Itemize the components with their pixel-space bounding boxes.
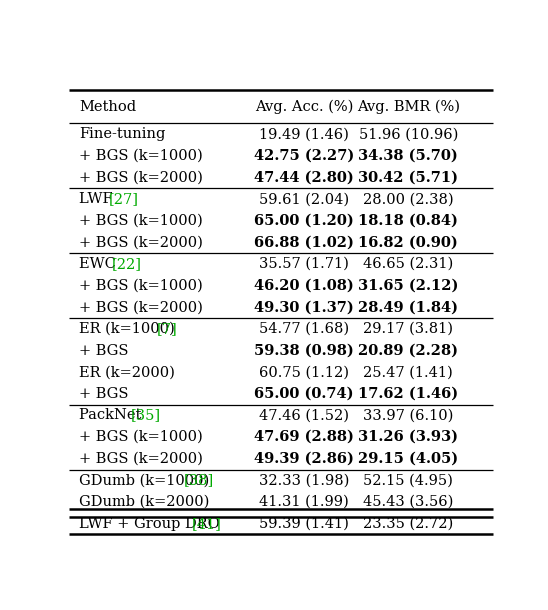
Text: 49.30 (1.37): 49.30 (1.37) bbox=[254, 300, 354, 314]
Text: 32.33 (1.98): 32.33 (1.98) bbox=[259, 473, 350, 487]
Text: 59.38 (0.98): 59.38 (0.98) bbox=[254, 343, 354, 357]
Text: + BGS: + BGS bbox=[79, 387, 129, 401]
Text: 66.88 (1.02): 66.88 (1.02) bbox=[254, 235, 354, 249]
Text: + BGS (k=2000): + BGS (k=2000) bbox=[79, 452, 203, 466]
Text: 51.96 (10.96): 51.96 (10.96) bbox=[358, 127, 458, 142]
Text: 52.15 (4.95): 52.15 (4.95) bbox=[363, 473, 453, 487]
Text: 30.42 (5.71): 30.42 (5.71) bbox=[358, 171, 458, 185]
Text: 28.00 (2.38): 28.00 (2.38) bbox=[363, 192, 454, 206]
Text: 54.77 (1.68): 54.77 (1.68) bbox=[259, 322, 349, 336]
Text: ER (k=1000): ER (k=1000) bbox=[79, 322, 180, 336]
Text: 23.35 (2.72): 23.35 (2.72) bbox=[363, 517, 453, 531]
Text: GDumb (k=1000): GDumb (k=1000) bbox=[79, 473, 214, 487]
Text: + BGS (k=1000): + BGS (k=1000) bbox=[79, 149, 203, 163]
Text: [38]: [38] bbox=[184, 473, 214, 487]
Text: Method: Method bbox=[79, 99, 136, 113]
Text: Avg. Acc. (%): Avg. Acc. (%) bbox=[255, 99, 353, 113]
Text: LWF: LWF bbox=[79, 192, 117, 206]
Text: 60.75 (1.12): 60.75 (1.12) bbox=[259, 365, 349, 379]
Text: 34.38 (5.70): 34.38 (5.70) bbox=[358, 149, 458, 163]
Text: 59.61 (2.04): 59.61 (2.04) bbox=[259, 192, 349, 206]
Text: 42.75 (2.27): 42.75 (2.27) bbox=[254, 149, 355, 163]
Text: 47.44 (2.80): 47.44 (2.80) bbox=[254, 171, 354, 185]
Text: 18.18 (0.84): 18.18 (0.84) bbox=[358, 214, 458, 228]
Text: 47.46 (1.52): 47.46 (1.52) bbox=[259, 409, 349, 423]
Text: [7]: [7] bbox=[157, 322, 178, 336]
Text: 65.00 (1.20): 65.00 (1.20) bbox=[254, 214, 354, 228]
Text: Fine-tuning: Fine-tuning bbox=[79, 127, 165, 142]
Text: [22]: [22] bbox=[111, 257, 141, 271]
Text: 33.97 (6.10): 33.97 (6.10) bbox=[363, 409, 453, 423]
Text: 31.65 (2.12): 31.65 (2.12) bbox=[358, 279, 459, 293]
Text: 35.57 (1.71): 35.57 (1.71) bbox=[259, 257, 349, 271]
Text: 19.49 (1.46): 19.49 (1.46) bbox=[259, 127, 349, 142]
Text: + BGS (k=2000): + BGS (k=2000) bbox=[79, 171, 203, 185]
Text: [27]: [27] bbox=[109, 192, 139, 206]
Text: + BGS (k=1000): + BGS (k=1000) bbox=[79, 279, 203, 293]
Text: 65.00 (0.74): 65.00 (0.74) bbox=[254, 387, 354, 401]
Text: + BGS: + BGS bbox=[79, 343, 129, 357]
Text: + BGS (k=2000): + BGS (k=2000) bbox=[79, 300, 203, 314]
Text: 17.62 (1.46): 17.62 (1.46) bbox=[358, 387, 458, 401]
Text: 46.65 (2.31): 46.65 (2.31) bbox=[363, 257, 453, 271]
Text: + BGS (k=1000): + BGS (k=1000) bbox=[79, 430, 203, 444]
Text: + BGS (k=1000): + BGS (k=1000) bbox=[79, 214, 203, 228]
Text: 45.43 (3.56): 45.43 (3.56) bbox=[363, 495, 453, 509]
Text: 46.20 (1.08): 46.20 (1.08) bbox=[254, 279, 354, 293]
Text: 41.31 (1.99): 41.31 (1.99) bbox=[259, 495, 349, 509]
Text: 28.49 (1.84): 28.49 (1.84) bbox=[358, 300, 458, 314]
Text: PackNet: PackNet bbox=[79, 409, 146, 423]
Text: 59.39 (1.41): 59.39 (1.41) bbox=[259, 517, 349, 531]
Text: 31.26 (3.93): 31.26 (3.93) bbox=[358, 430, 458, 444]
Text: 47.69 (2.88): 47.69 (2.88) bbox=[254, 430, 354, 444]
Text: [35]: [35] bbox=[131, 409, 161, 423]
Text: 29.17 (3.81): 29.17 (3.81) bbox=[363, 322, 453, 336]
Text: ER (k=2000): ER (k=2000) bbox=[79, 365, 175, 379]
Text: 16.82 (0.90): 16.82 (0.90) bbox=[358, 235, 458, 249]
Text: 49.39 (2.86): 49.39 (2.86) bbox=[254, 452, 354, 466]
Text: 20.89 (2.28): 20.89 (2.28) bbox=[358, 343, 458, 357]
Text: LWF + Group DRO: LWF + Group DRO bbox=[79, 517, 225, 531]
Text: Avg. BMR (%): Avg. BMR (%) bbox=[357, 99, 460, 113]
Text: 29.15 (4.05): 29.15 (4.05) bbox=[358, 452, 458, 466]
Text: 25.47 (1.41): 25.47 (1.41) bbox=[363, 365, 453, 379]
Text: [41]: [41] bbox=[192, 517, 221, 531]
Text: + BGS (k=2000): + BGS (k=2000) bbox=[79, 235, 203, 249]
Text: EWC: EWC bbox=[79, 257, 121, 271]
Text: GDumb (k=2000): GDumb (k=2000) bbox=[79, 495, 209, 509]
